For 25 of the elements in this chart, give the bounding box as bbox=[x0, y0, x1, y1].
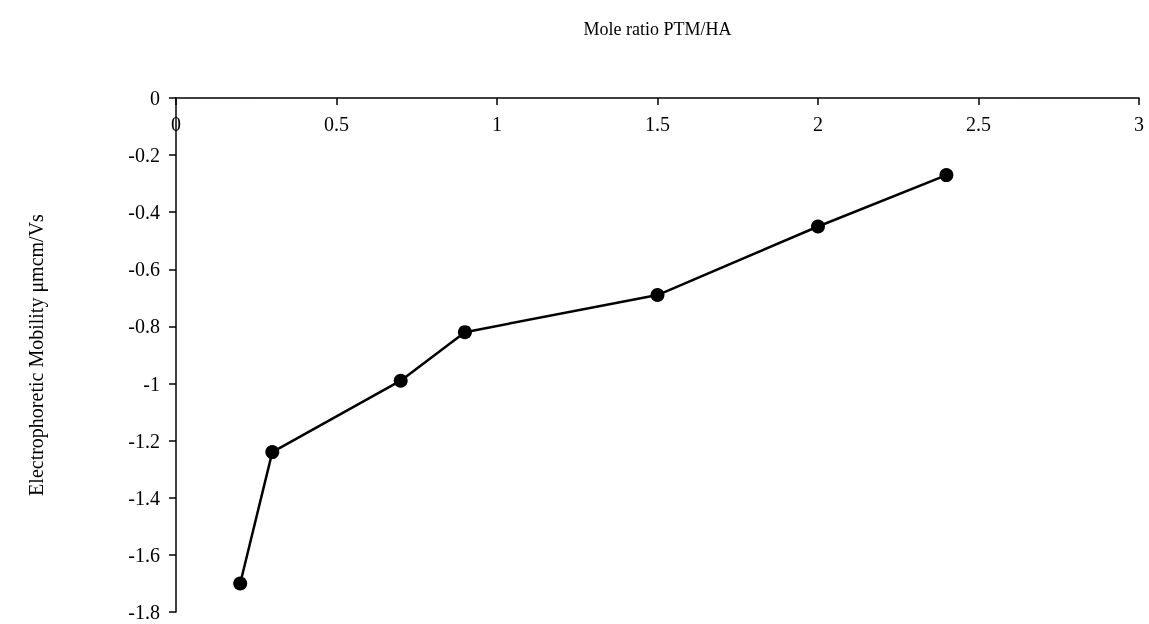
y-axis-title: Electrophoretic Mobility μmcm/Vs bbox=[25, 213, 48, 496]
y-tick-label: -1.6 bbox=[128, 543, 160, 566]
y-tick-label: -1.4 bbox=[128, 486, 160, 509]
point bbox=[811, 219, 825, 234]
y-tick-label: 0 bbox=[150, 87, 160, 109]
point bbox=[650, 288, 665, 303]
point bbox=[939, 168, 954, 183]
y-tick-label: -0.8 bbox=[128, 315, 160, 338]
y-tick-label: -1 bbox=[143, 372, 160, 395]
x-tick-label: 2.5 bbox=[966, 113, 991, 135]
y-tick-label: -0.4 bbox=[128, 201, 160, 224]
point bbox=[265, 445, 280, 460]
x-tick-label: 0.5 bbox=[324, 113, 349, 135]
point bbox=[233, 576, 248, 591]
x-tick-label: 1 bbox=[492, 113, 502, 135]
x-tick-label: 3 bbox=[1134, 113, 1144, 135]
y-tick-label: -0.2 bbox=[128, 144, 160, 167]
y-tick-label: -1.2 bbox=[128, 429, 160, 452]
y-tick-label: -0.6 bbox=[128, 258, 160, 281]
point bbox=[457, 325, 472, 340]
x-axis-title: Mole ratio PTM/HA bbox=[583, 19, 732, 39]
y-tick-label: -1.8 bbox=[128, 601, 160, 623]
point bbox=[393, 373, 408, 388]
x-tick-label: 1.5 bbox=[645, 113, 670, 135]
x-tick-label: 2 bbox=[813, 113, 823, 135]
